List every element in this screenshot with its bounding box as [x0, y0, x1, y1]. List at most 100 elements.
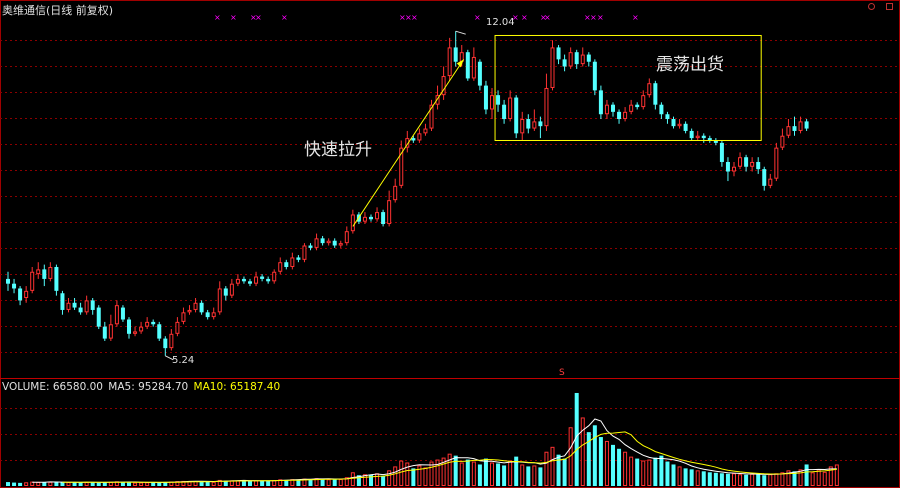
volume-bar-down [12, 482, 17, 486]
candle-up [169, 333, 174, 349]
volume-bar-down [556, 454, 561, 486]
event-marker: × [512, 13, 519, 22]
volume-bar-down [248, 480, 252, 486]
candle-down [665, 114, 670, 120]
volume-bar-down [725, 473, 730, 486]
candle-up [314, 238, 319, 248]
volume-bar-down [611, 444, 615, 486]
candle-up [211, 312, 216, 318]
candle-down [60, 293, 65, 310]
minimize-control[interactable] [868, 3, 875, 10]
candle-up [550, 47, 555, 88]
candle-down [96, 307, 101, 327]
candle-down [223, 288, 228, 296]
candle-up [490, 95, 494, 110]
volume-bar-down [266, 481, 271, 486]
volume-bar-up [677, 466, 682, 486]
candle-up [187, 309, 192, 313]
volume-bar-up [816, 469, 821, 486]
candle-up [768, 178, 773, 186]
volume-bar-up [417, 465, 422, 486]
volume-ma10-line [62, 431, 837, 483]
volume-bar-up [768, 474, 773, 486]
volume-bar-up [399, 460, 404, 486]
candle-up [235, 278, 240, 284]
candle-up [84, 300, 89, 313]
volume-bar-up [235, 480, 240, 486]
candle-up [629, 104, 634, 112]
volume-bar-up [405, 462, 410, 486]
candle-up [48, 266, 53, 279]
event-marker: × [544, 13, 551, 22]
rally-arrow-line [352, 59, 465, 227]
volume-bar-up [429, 461, 434, 487]
volume-bar-down [284, 479, 289, 486]
volume-bar-up [278, 479, 283, 487]
volume-bar-up [623, 451, 628, 486]
candle-up [375, 212, 380, 220]
candle-up [532, 121, 537, 129]
candle-down [42, 269, 47, 279]
volume-bar-down [6, 482, 10, 486]
volume-bar-down [502, 465, 507, 486]
event-marker: × [590, 13, 597, 22]
candle-down [617, 111, 622, 120]
volume-bar-down [653, 457, 658, 486]
volume-bar-down [308, 479, 313, 486]
candle-up [429, 104, 434, 129]
candle-down [586, 54, 591, 62]
volume-bar-down [526, 466, 531, 486]
candle-up [786, 126, 791, 136]
candle-up [30, 271, 35, 291]
event-marker: × [214, 13, 221, 22]
candle-down [611, 104, 615, 112]
volume-bar-up [732, 473, 736, 487]
candle-up [290, 257, 295, 267]
volume-bar-up [780, 472, 785, 486]
candle-down [151, 321, 156, 325]
volume-bar-up [441, 457, 446, 486]
volume-bar-down [665, 461, 670, 486]
volume-bar-down [713, 472, 718, 486]
event-marker: × [281, 13, 288, 22]
high-price-label: 12.04 [486, 17, 515, 28]
candle-up [798, 121, 803, 131]
candle-up [417, 133, 422, 141]
volume-bar-up [459, 462, 464, 486]
volume-bar-down [42, 482, 47, 486]
volume-value: VOLUME: 66580.00 [2, 381, 103, 393]
candle-down [157, 324, 162, 339]
candle-down [713, 140, 718, 143]
volume-bar-up [36, 481, 41, 487]
volume-bar-up [211, 481, 216, 486]
volume-bar-down [163, 482, 168, 486]
candle-up [338, 243, 343, 246]
candle-down [72, 302, 77, 308]
candle-up [435, 95, 440, 105]
volume-bar-up [423, 467, 428, 487]
volume-bar-up [750, 473, 755, 486]
volume-bar-down [804, 464, 809, 486]
rally-annotation: 快速拉升 [304, 140, 372, 160]
volume-bar-up [84, 481, 89, 486]
volume-bar-down [127, 482, 131, 486]
volume-bar-down [744, 474, 749, 486]
candle-down [369, 216, 373, 220]
candle-up [278, 262, 283, 272]
volume-bar-up [828, 466, 833, 486]
volume-bar-down [18, 482, 23, 486]
close-control[interactable] [886, 3, 893, 10]
volume-bar-up [471, 461, 476, 487]
candle-up [326, 240, 331, 244]
event-marker: × [632, 13, 639, 22]
volume-bar-up [338, 479, 343, 486]
volume-bar-down [72, 482, 77, 486]
candle-down [592, 61, 597, 91]
candle-up [580, 54, 585, 65]
candle-down [496, 95, 501, 105]
candle-down [574, 52, 579, 65]
volume-bar-down [598, 437, 603, 486]
candle-down [526, 119, 531, 129]
candle-up [399, 147, 404, 186]
